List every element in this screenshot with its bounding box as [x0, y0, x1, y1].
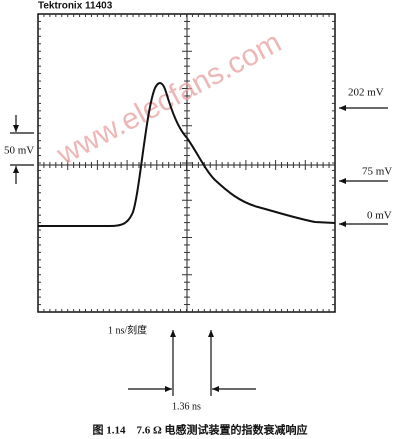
level-label: 0 mV	[367, 210, 392, 222]
level-label: 75 mV	[362, 166, 392, 178]
delta-label: 1.36 ns	[172, 401, 201, 412]
scale-label: 50 mV	[4, 145, 34, 157]
instrument-label: Tektronix 11403	[38, 1, 113, 12]
time-scale-label: 1 ns/刻度	[108, 323, 147, 336]
scope-screen	[37, 13, 336, 313]
waveform	[38, 82, 336, 227]
level-label: 202 mV	[348, 87, 384, 99]
caption: 图 1.14 7.6 Ω 电感测试装置的指数衰减响应	[92, 423, 307, 437]
